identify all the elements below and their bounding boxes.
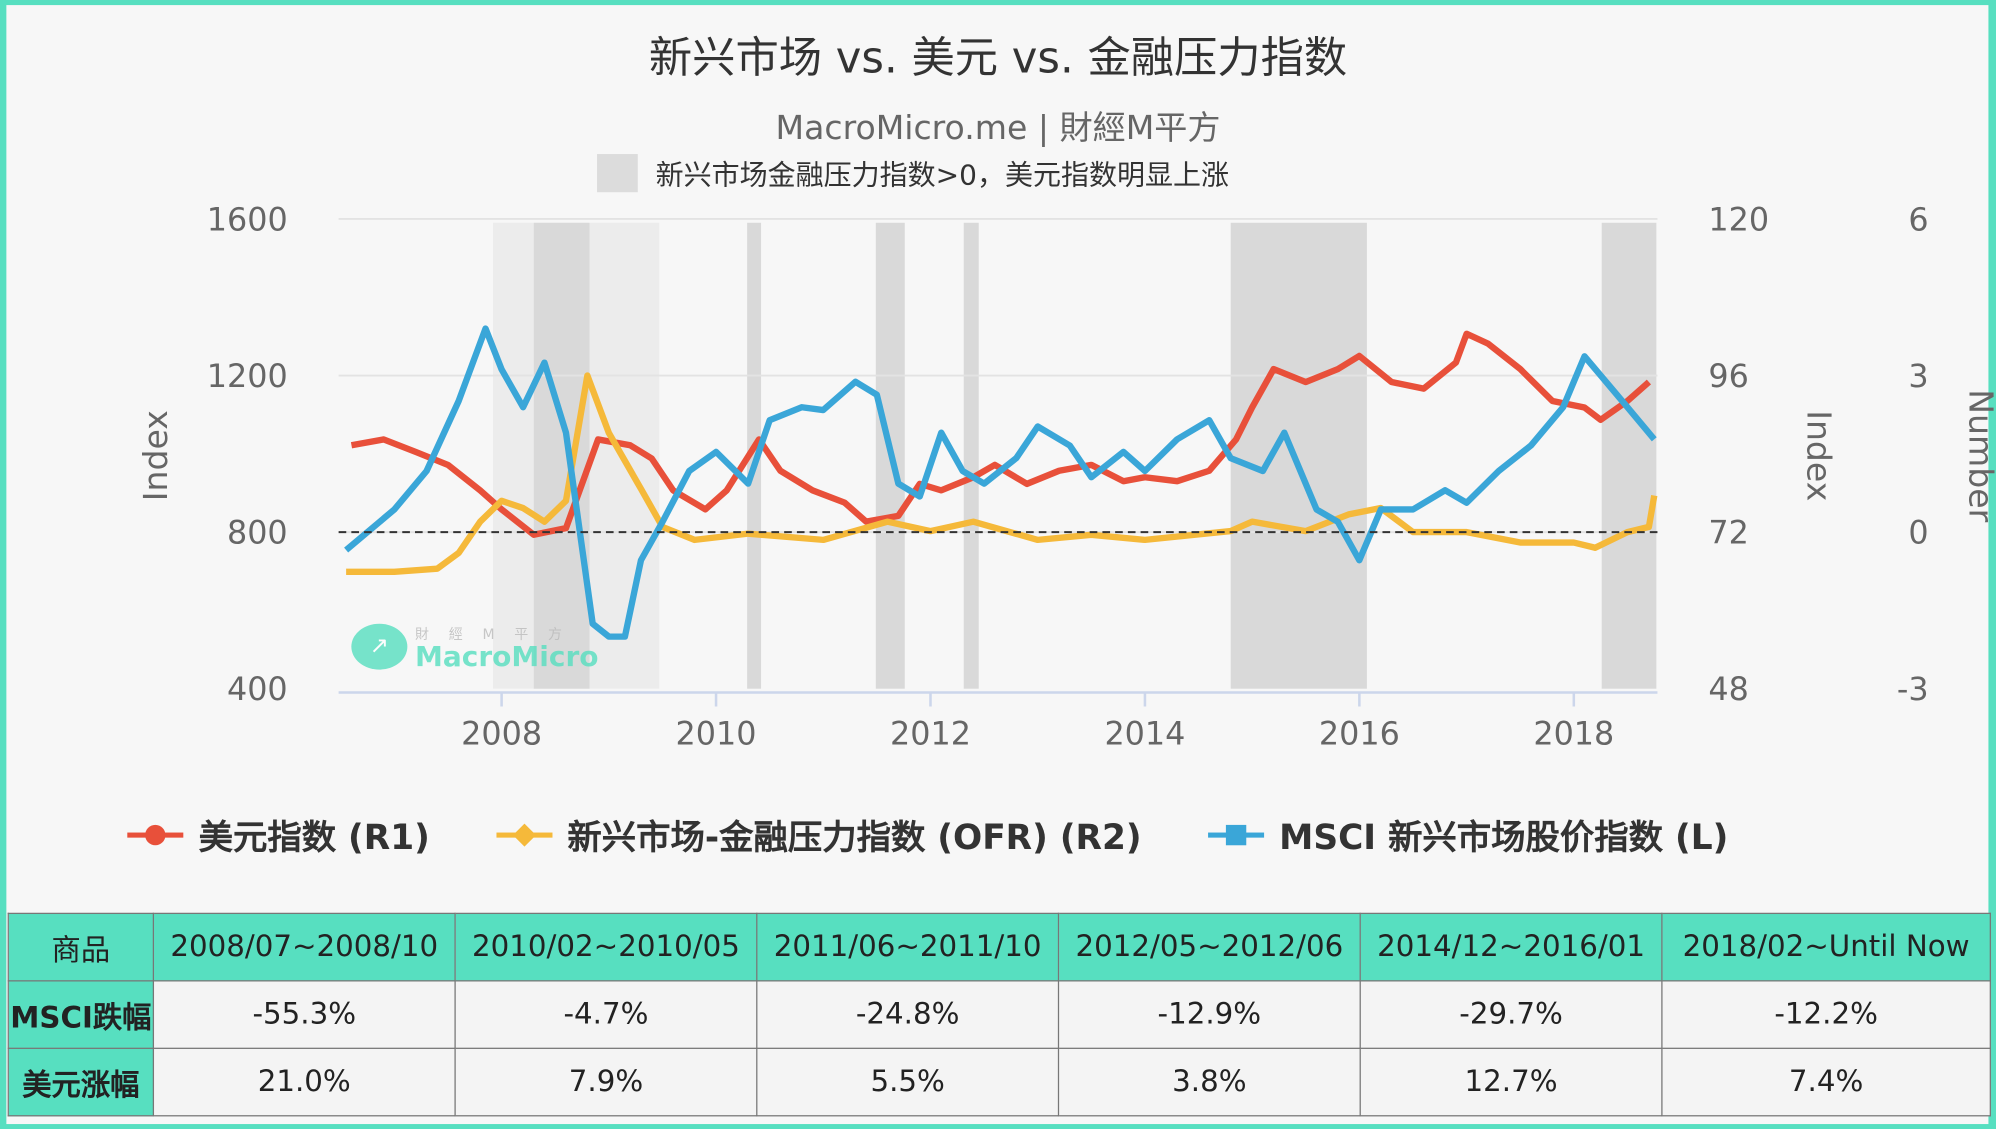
right1-axis-title: Index [1800, 410, 1839, 501]
band-legend-swatch [597, 154, 638, 193]
table-cell: -12.9% [1057, 980, 1361, 1049]
legend-label: MSCI 新兴市场股价指数 (L) [1279, 818, 1729, 859]
table-row: MSCI跌幅 -55.3% -4.7% -24.8% -12.9% -29.7%… [7, 980, 1991, 1049]
right2-tick-label: 3 [1908, 357, 1928, 395]
table-cell: -4.7% [454, 980, 758, 1049]
table-cell: 12.7% [1359, 1047, 1663, 1117]
chart-subtitle: MacroMicro.me | 財經M平方 [775, 109, 1221, 148]
series-line-msci [344, 325, 1657, 640]
diamond-marker-icon [496, 822, 553, 847]
header-cell: 2014/12~2016/01 [1359, 912, 1663, 982]
header-cell: 2018/02~Until Now [1661, 912, 1991, 982]
square-marker-icon [1207, 822, 1264, 847]
right1-tick-label: 96 [1708, 357, 1748, 395]
legend-label: 新兴市场-金融压力指数 (OFR) (R2) [567, 818, 1142, 859]
x-tick-label: 2008 [461, 715, 542, 753]
left-tick-label: 1600 [207, 200, 288, 238]
header-cell: 2010/02~2010/05 [454, 912, 758, 982]
row-label: 美元涨幅 [7, 1047, 155, 1117]
left-tick-label: 400 [227, 670, 288, 708]
right2-tick-label: -3 [1897, 670, 1929, 708]
left-tick-label: 800 [227, 514, 288, 552]
legend-label: 美元指数 (R1) [198, 818, 430, 859]
right1-tick-label: 48 [1708, 670, 1748, 708]
x-tick-label: 2016 [1319, 715, 1400, 753]
table-cell: 3.8% [1057, 1047, 1361, 1117]
band-legend[interactable]: 新兴市场金融压力指数>0，美元指数明显上涨 [597, 153, 1229, 194]
header-cell: 商品 [7, 912, 155, 982]
shaded-band [533, 222, 590, 689]
row-label: MSCI跌幅 [7, 980, 155, 1049]
band-legend-label: 新兴市场金融压力指数>0，美元指数明显上涨 [655, 160, 1230, 193]
circle-marker-icon [127, 822, 184, 847]
right1-tick-label: 72 [1708, 514, 1748, 552]
shaded-band [963, 222, 979, 689]
header-cell: 2008/07~2008/10 [152, 912, 456, 982]
table-header-row: 商品 2008/07~2008/10 2010/02~2010/05 2011/… [7, 912, 1991, 982]
watermark-en: MacroMicro [414, 641, 599, 674]
shaded-band [747, 222, 762, 689]
left-tick-label: 1200 [207, 357, 288, 395]
watermark-logo: ↗ 財 經 M 平 方 MacroMicro [351, 623, 599, 672]
macromicro-logo-icon: ↗ [351, 623, 408, 670]
shaded-band [1230, 222, 1367, 689]
legend-item-ofr[interactable]: 新兴市场-金融压力指数 (OFR) (R2) [496, 810, 1142, 860]
table-cell: -12.2% [1661, 980, 1991, 1049]
table-cell: -29.7% [1359, 980, 1663, 1049]
x-tick-label: 2012 [890, 715, 971, 753]
shaded-band [1601, 222, 1657, 689]
series-line-ofr [346, 372, 1658, 576]
right2-tick-label: 0 [1908, 514, 1928, 552]
left-axis-title: Index [136, 410, 175, 501]
x-tick-label: 2014 [1104, 715, 1185, 753]
table-cell: -24.8% [756, 980, 1060, 1049]
table-cell: 7.9% [454, 1047, 758, 1117]
header-cell: 2012/05~2012/06 [1057, 912, 1361, 982]
watermark-text: 財 經 M 平 方 MacroMicro [414, 624, 599, 671]
series-line-usd [350, 330, 1652, 538]
table-cell: 5.5% [756, 1047, 1060, 1117]
table-row: 美元涨幅 21.0% 7.9% 5.5% 3.8% 12.7% 7.4% [7, 1047, 1991, 1117]
x-tick-label: 2010 [676, 715, 757, 753]
x-tick-label: 2018 [1533, 715, 1614, 753]
watermark-cn: 財 經 M 平 方 [414, 626, 570, 643]
table-cell: 21.0% [152, 1047, 456, 1117]
legend-item-usd[interactable]: 美元指数 (R1) [127, 810, 430, 860]
chart-title: 新兴市场 vs. 美元 vs. 金融压力指数 [648, 33, 1348, 85]
plot-area: 400 800 1200 1600 48 72 96 120 -3 0 3 6 2008 2010 2012… [136, 200, 1996, 753]
right2-axis-title: Number [1961, 389, 1996, 522]
right1-tick-label: 120 [1708, 200, 1769, 238]
legend: 美元指数 (R1) 新兴市场-金融压力指数 (OFR) (R2) MSCI 新兴… [127, 810, 1728, 860]
legend-item-msci[interactable]: MSCI 新兴市场股价指数 (L) [1207, 810, 1729, 860]
right2-tick-label: 6 [1908, 200, 1928, 238]
table-cell: 7.4% [1661, 1047, 1991, 1117]
summary-table: 商品 2008/07~2008/10 2010/02~2010/05 2011/… [7, 912, 1991, 1117]
table-cell: -55.3% [152, 980, 456, 1049]
header-cell: 2011/06~2011/10 [756, 912, 1060, 982]
